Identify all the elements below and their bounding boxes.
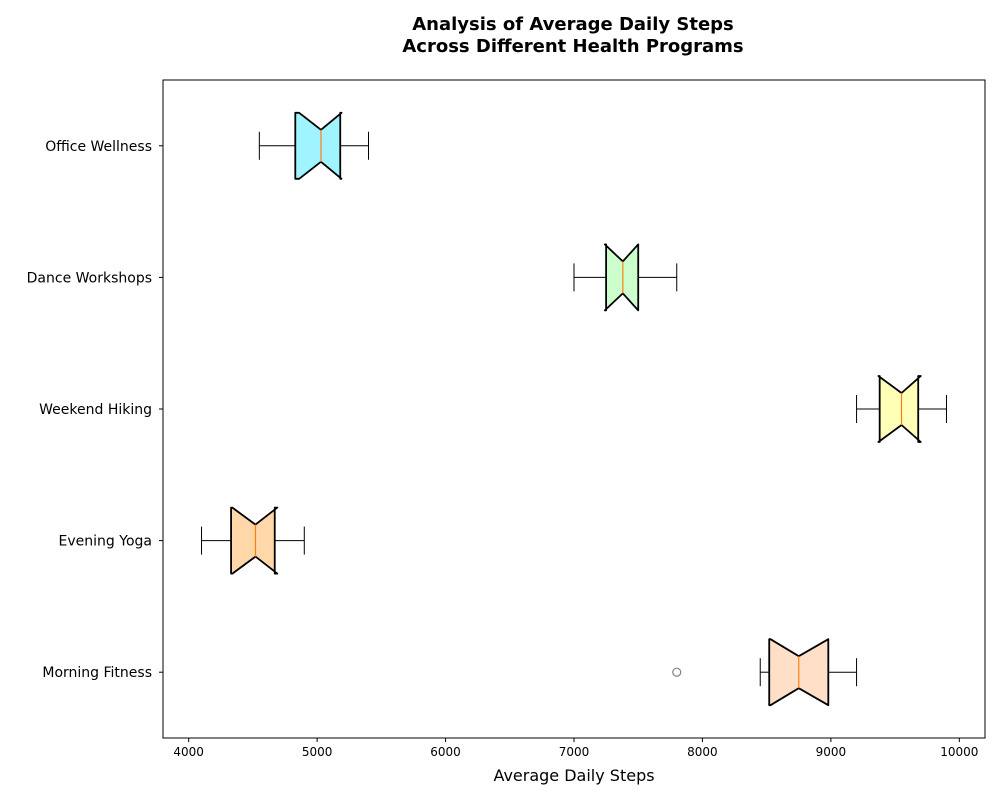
plot-area: 4000 5000 6000 7000 8000 9000 10000 Office Well… [27,111,978,759]
x-tick-label: 7000 [559,745,590,759]
axes-frame [162,79,986,739]
x-tick-label: 6000 [430,745,461,759]
notched-box [294,111,343,180]
y-category-label: Evening Yoga [59,534,152,550]
notched-box [230,506,279,575]
y-category-label: Dance Workshops [27,270,152,286]
notched-box [877,375,922,443]
chart-title-line1: Analysis of Average Daily Steps [412,14,734,35]
x-tick-label: 10000 [940,745,978,759]
y-category-label: Office Wellness [45,139,152,155]
x-tick-label: 8000 [687,745,718,759]
x-axis-label: Average Daily Steps [493,766,654,785]
x-tick-label: 9000 [816,745,847,759]
notched-box [603,243,640,312]
x-tick-label: 5000 [302,745,333,759]
x-tick-label: 4000 [173,745,204,759]
y-category-label: Morning Fitness [42,665,152,681]
outlier-point [672,667,682,677]
y-category-label: Weekend Hiking [39,402,152,418]
chart-title-line2: Across Different Health Programs [402,36,743,57]
